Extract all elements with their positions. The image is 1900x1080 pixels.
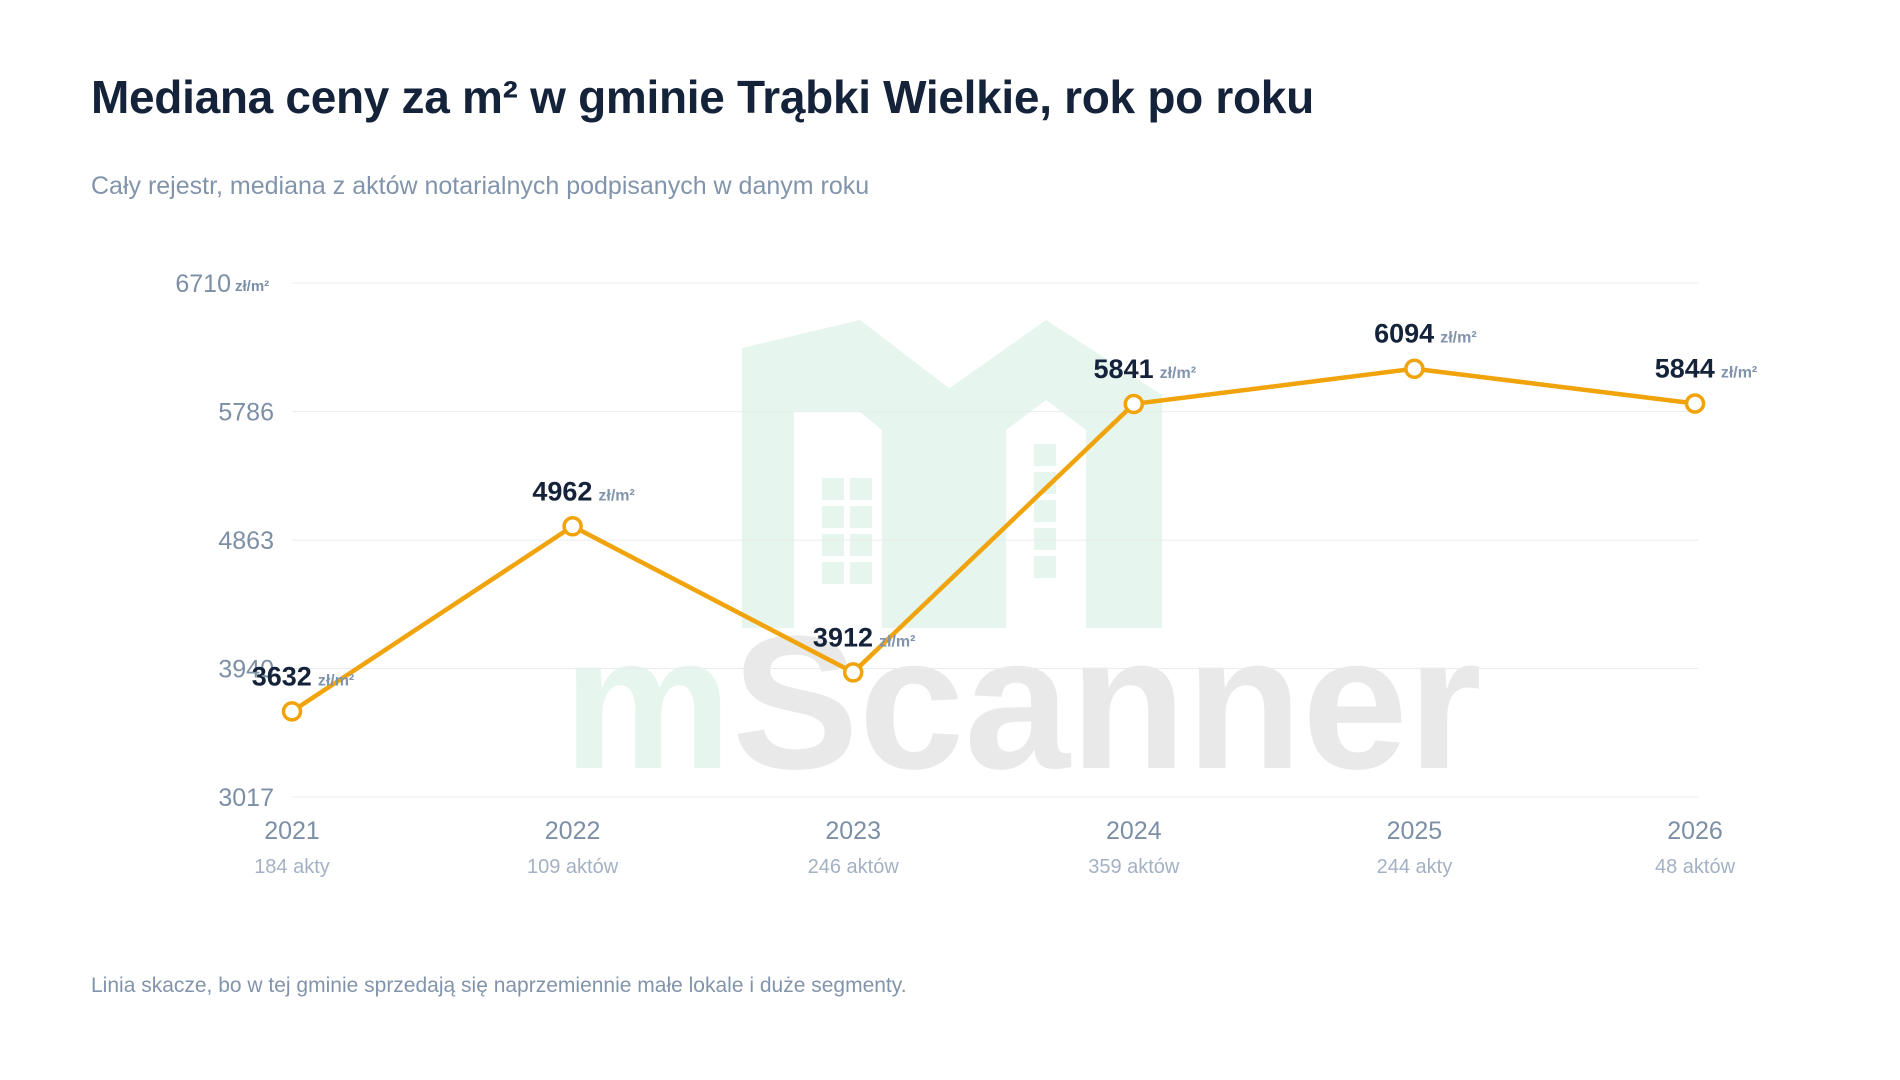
data-label: 3632 zł/m²: [252, 661, 355, 691]
data-point: [1404, 358, 1425, 379]
x-tick-count: 244 akty: [1377, 856, 1453, 878]
x-tick-count: 359 aktów: [1088, 856, 1180, 878]
logo-window: [822, 534, 844, 556]
watermark-text: mScanner: [563, 597, 1482, 809]
data-label: 5844 zł/m²: [1655, 354, 1758, 384]
chart-title: Mediana ceny za m² w gminie Trąbki Wielk…: [91, 71, 1314, 123]
logo-house-left: [742, 320, 958, 628]
data-point: [281, 701, 303, 722]
x-tick-label: 2024: [1106, 817, 1162, 845]
data-labels: 3632 zł/m² 4962 zł/m² 3912 zł/m² 5841 zł/m² 6094…: [252, 319, 1758, 692]
chart-footnote: Linia skacze, bo w tej gminie sprzedają …: [91, 974, 907, 997]
x-tick-label: 2026: [1667, 817, 1723, 845]
logo-window: [850, 478, 872, 500]
x-tick-count: 48 aktów: [1655, 856, 1736, 878]
data-point: [1684, 393, 1706, 414]
x-tick-count: 246 aktów: [808, 856, 900, 878]
grid-lines: [292, 282, 1698, 798]
x-tick-label: 2023: [825, 817, 881, 845]
watermark-name: Scanner: [732, 597, 1482, 809]
watermark-prefix: m: [563, 597, 732, 809]
logo-window: [1034, 472, 1056, 494]
logo-window: [1034, 528, 1056, 550]
x-tick-count: 184 akty: [254, 856, 330, 878]
y-axis: 3017 3940 4863 5786 6710 zł/m²: [175, 270, 274, 812]
data-point: [842, 662, 864, 683]
logo-window: [822, 478, 844, 500]
series-line: [289, 366, 1698, 714]
x-tick-count: 109 aktów: [527, 856, 619, 878]
data-label: 6094 zł/m²: [1374, 319, 1477, 349]
logo-window: [850, 506, 872, 528]
watermark: mScanner: [563, 320, 1482, 809]
y-tick-label: 4863: [218, 527, 274, 555]
x-tick-label: 2021: [264, 817, 320, 845]
y-tick-label: 3017: [218, 784, 274, 812]
y-tick-unit: zł/m²: [235, 278, 269, 295]
y-tick-label: 6710: [175, 270, 231, 298]
house-logo-icon: [742, 320, 1162, 628]
x-axis: 2021 184 akty 2022 109 aktów 2023 246 aktów 20…: [254, 817, 1735, 878]
x-tick-label: 2022: [545, 817, 601, 845]
data-point: [562, 516, 583, 537]
logo-window: [1034, 556, 1056, 578]
y-tick-label: 5786: [218, 399, 274, 427]
logo-window: [850, 562, 872, 584]
logo-house-right: [940, 320, 1162, 628]
y-tick-label: 3940: [218, 656, 274, 684]
chart-subtitle: Cały rejestr, mediana z aktów notarialny…: [91, 172, 870, 200]
data-label: 5841 zł/m²: [1094, 354, 1197, 384]
data-point: [1123, 393, 1145, 415]
logo-window: [850, 534, 872, 556]
logo-window: [1034, 500, 1056, 522]
series-line-group: [281, 358, 1706, 722]
data-label: 4962 zł/m²: [532, 476, 635, 506]
logo-window: [1034, 444, 1056, 466]
x-tick-label: 2025: [1387, 817, 1443, 845]
logo-window: [822, 506, 844, 528]
logo-window: [822, 562, 844, 584]
data-label: 3912 zł/m²: [813, 622, 916, 652]
